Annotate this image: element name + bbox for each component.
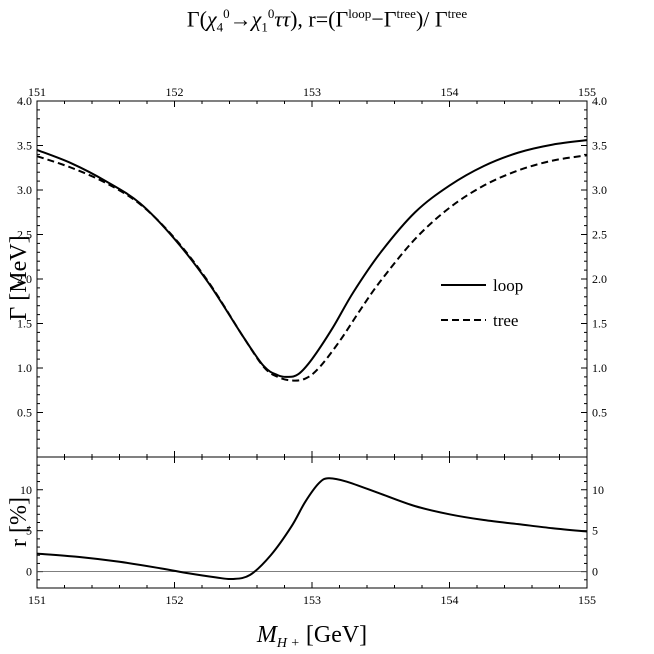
legend-tree-label: tree <box>493 311 518 330</box>
top-y-tick-label-right: 4.0 <box>592 94 607 108</box>
top-y-tick-label-left: 1.0 <box>17 361 32 375</box>
series-ratio-line <box>36 477 588 581</box>
top-y-tick-label-left: 2.0 <box>17 272 32 286</box>
x-tick-label-top: 152 <box>166 85 184 99</box>
x-tick-label-bottom: 155 <box>578 593 596 607</box>
top-y-tick-label-right: 1.0 <box>592 361 607 375</box>
top-y-tick-label-left: 2.5 <box>17 228 32 242</box>
top-y-tick-label-right: 3.5 <box>592 139 607 153</box>
x-tick-label-top: 153 <box>303 85 321 99</box>
bottom-y-axis-label: r [%] <box>6 497 32 547</box>
bottom-y-tick-label-right: 0 <box>592 565 598 579</box>
x-tick-label-bottom: 152 <box>166 593 184 607</box>
bottom-y-tick-label-left: 5 <box>26 524 32 538</box>
top-y-tick-label-right: 3.0 <box>592 183 607 197</box>
top-y-tick-label-left: 1.5 <box>17 317 32 331</box>
x-tick-label-bottom: 154 <box>441 593 459 607</box>
top-y-tick-label-left: 4.0 <box>17 94 32 108</box>
top-y-axis-label: Γ [MeV] <box>6 235 32 320</box>
x-tick-label-bottom: 151 <box>28 593 46 607</box>
legend-loop-label: loop <box>493 276 523 295</box>
bottom-y-tick-label-right: 10 <box>592 483 604 497</box>
top-y-tick-label-right: 0.5 <box>592 406 607 420</box>
top-y-tick-label-right: 2.5 <box>592 228 607 242</box>
x-tick-label-top: 155 <box>578 85 596 99</box>
series-tree-line <box>36 154 588 382</box>
x-axis-label: MH + [GeV] <box>256 622 367 651</box>
top-y-tick-label-left: 3.0 <box>17 183 32 197</box>
top-y-tick-label-left: 0.5 <box>17 406 32 420</box>
bottom-y-tick-label-left: 10 <box>20 483 32 497</box>
x-tick-label-top: 151 <box>28 85 46 99</box>
x-tick-label-top: 154 <box>441 85 459 99</box>
x-tick-label-bottom: 153 <box>303 593 321 607</box>
top-y-tick-label-right: 1.5 <box>592 317 607 331</box>
bottom-y-tick-label-left: 0 <box>26 565 32 579</box>
top-y-tick-label-left: 3.5 <box>17 139 32 153</box>
chart-title: Γ(χ40→χ10ττ), r=(Γloop−Γtree)/ Γtree <box>186 6 468 35</box>
bottom-y-tick-label-right: 5 <box>592 524 598 538</box>
top-y-tick-label-right: 2.0 <box>592 272 607 286</box>
